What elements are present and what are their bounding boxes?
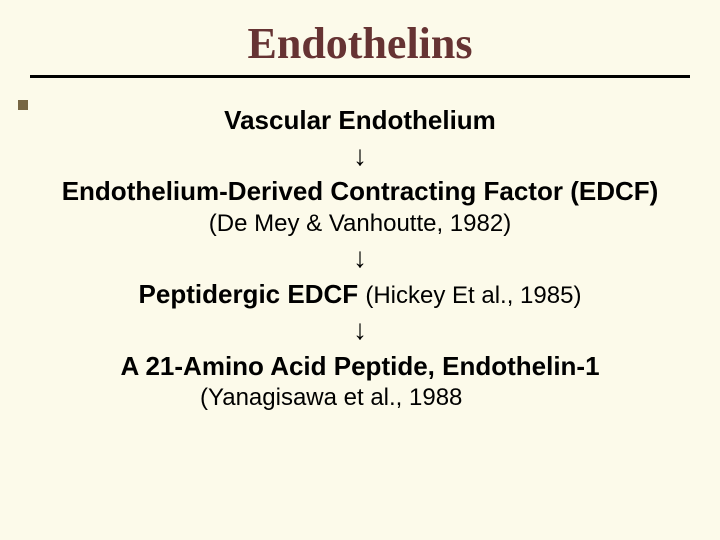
step-1-main: Vascular Endothelium xyxy=(40,104,680,137)
step-4-main: A 21-Amino Acid Peptide, Endothelin-1 xyxy=(40,350,680,383)
step-2-citation: (De Mey & Vanhoutte, 1982) xyxy=(0,208,720,239)
slide-title: Endothelins xyxy=(0,18,720,69)
step-3-main: Peptidergic EDCF xyxy=(139,279,359,309)
bullet-marker xyxy=(18,100,28,110)
arrow-1: ↓ xyxy=(0,141,720,172)
slide: Endothelins Vascular Endothelium ↓ Endot… xyxy=(0,0,720,540)
arrow-2: ↓ xyxy=(0,243,720,274)
step-4-citation: (Yanagisawa et al., 1988 xyxy=(0,384,720,412)
content-area: Vascular Endothelium ↓ Endothelium-Deriv… xyxy=(0,104,720,412)
step-2-main: Endothelium-Derived Contracting Factor (… xyxy=(40,175,680,208)
title-underline xyxy=(30,75,690,78)
arrow-3: ↓ xyxy=(0,315,720,346)
step-3-citation: (Hickey Et al., 1985) xyxy=(365,282,581,309)
step-3-line: Peptidergic EDCF (Hickey Et al., 1985) xyxy=(40,278,680,311)
